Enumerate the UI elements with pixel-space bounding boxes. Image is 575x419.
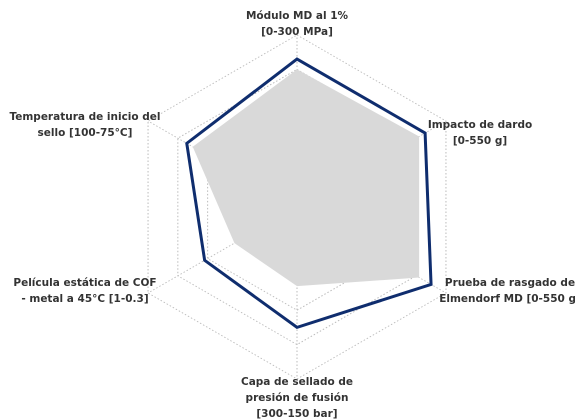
axis-label: Temperatura de inicio del bbox=[9, 111, 160, 123]
axis-label: [300-150 bar] bbox=[256, 408, 337, 419]
axis-label: Impacto de dardo bbox=[428, 119, 532, 131]
axis-label: Prueba de rasgado de bbox=[445, 277, 575, 289]
axis-label: presión de fusión bbox=[246, 392, 349, 404]
line bbox=[185, 57, 433, 330]
axis-label: Elmendorf MD [0-550 g] bbox=[439, 293, 575, 305]
axis-label: Módulo MD al 1% bbox=[246, 10, 349, 22]
axis-label: [0-550 g] bbox=[453, 135, 507, 147]
axis-label: Película estática de COF bbox=[13, 277, 156, 289]
axis-label: - metal a 45°C [1-0.3] bbox=[21, 293, 148, 305]
axis-label: Capa de sellado de bbox=[241, 376, 353, 388]
axis-label: sello [100-75°C] bbox=[38, 127, 133, 139]
area bbox=[192, 69, 420, 287]
axis-label: [0-300 MPa] bbox=[261, 26, 333, 38]
